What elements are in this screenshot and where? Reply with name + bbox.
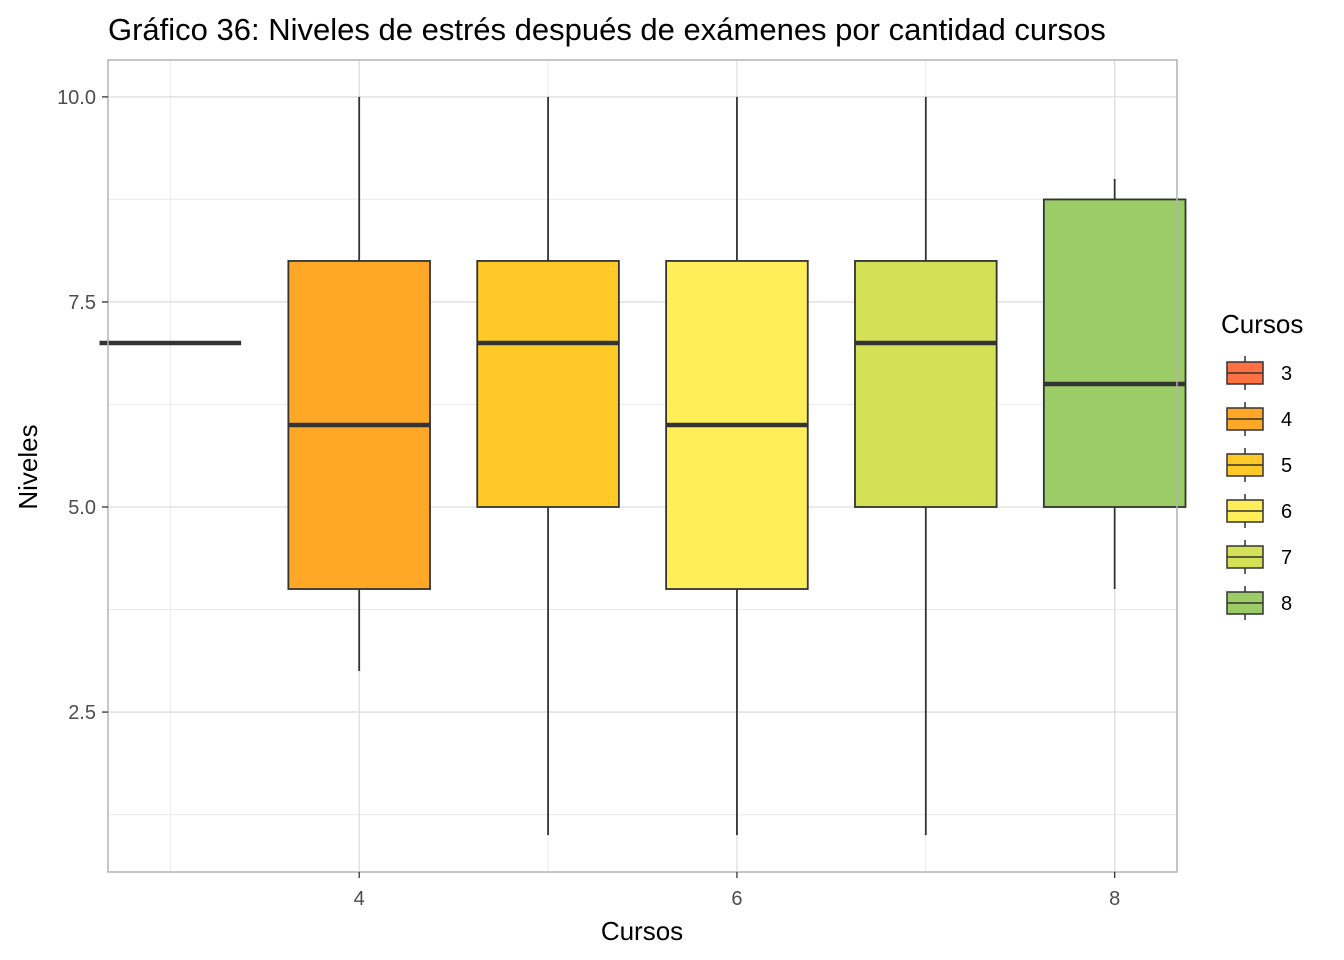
legend-item-7: 7	[1226, 540, 1292, 574]
chart-title: Gráfico 36: Niveles de estrés después de…	[108, 12, 1106, 47]
y-axis-title: Niveles	[13, 424, 43, 509]
legend-label: 3	[1281, 363, 1292, 385]
grid	[108, 60, 1177, 872]
x-tick-label: 6	[731, 888, 742, 910]
legend-label: 8	[1281, 593, 1292, 615]
y-tick-label: 5.0	[68, 497, 96, 519]
y-tick-label: 2.5	[68, 702, 96, 724]
boxes	[99, 96, 1187, 836]
iqr-box	[1042, 198, 1187, 508]
legend-title: Cursos	[1221, 309, 1303, 339]
iqr-box	[476, 260, 620, 508]
legend-label: 4	[1281, 409, 1292, 431]
box-cursos-7	[854, 96, 998, 836]
x-axis-title: Cursos	[601, 916, 683, 946]
iqr-box	[854, 260, 998, 508]
legend-item-5: 5	[1226, 448, 1292, 482]
panel-border	[107, 59, 1178, 873]
legend: Cursos 3 4 5 6 7 8	[1221, 309, 1303, 620]
box-cursos-6	[665, 96, 809, 836]
x-tick-label: 8	[1109, 888, 1120, 910]
legend-label: 7	[1281, 547, 1292, 569]
legend-item-6: 6	[1226, 494, 1292, 528]
legend-item-4: 4	[1226, 402, 1292, 436]
legend-label: 5	[1281, 455, 1292, 477]
legend-item-3: 3	[1226, 356, 1292, 390]
y-tick-label: 7.5	[68, 292, 96, 314]
y-tick-label: 10.0	[57, 87, 96, 109]
x-tick-label: 4	[354, 888, 365, 910]
legend-label: 6	[1281, 501, 1292, 523]
box-cursos-8	[1042, 178, 1187, 590]
axes: 2.5 5.0 7.5 10.0 4 6 8	[57, 87, 1120, 910]
legend-item-8: 8	[1226, 586, 1292, 620]
box-cursos-4	[287, 96, 431, 672]
box-cursos-5	[476, 96, 620, 836]
